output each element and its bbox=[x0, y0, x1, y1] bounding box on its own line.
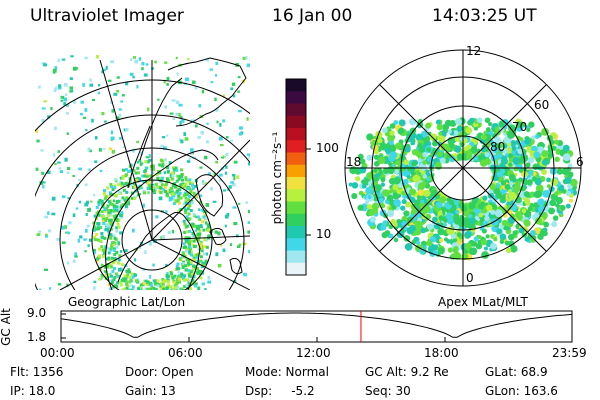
geographic-panel-label: Geographic Lat/Lon bbox=[68, 295, 186, 309]
colorbar-block bbox=[286, 128, 306, 141]
colorbar-tick-label-100: 100 bbox=[316, 141, 339, 155]
lon-line bbox=[99, 59, 153, 241]
colorbar-block bbox=[286, 201, 306, 215]
lon-line bbox=[151, 235, 250, 241]
alt-xtick-0000: 00:00 bbox=[40, 346, 75, 360]
instrument-title: Ultraviolet Imager bbox=[30, 6, 184, 26]
apex-panel-label: Apex MLat/MLT bbox=[438, 295, 528, 309]
colorbar-block bbox=[286, 213, 306, 227]
mlat-label-70: 70 bbox=[512, 120, 528, 134]
coastline bbox=[209, 227, 227, 245]
coastline bbox=[105, 149, 219, 290]
coastline bbox=[167, 57, 247, 127]
mlat-label-80: 80 bbox=[490, 140, 506, 154]
geo-latitude: GLat: 68.9 bbox=[485, 365, 548, 379]
mlat-label-60: 60 bbox=[534, 98, 550, 112]
mode-status: Mode: Normal bbox=[245, 365, 329, 379]
colorbar-unit-label: photon cm⁻²s⁻¹ bbox=[270, 131, 284, 225]
alt-xtick-1200: 12:00 bbox=[296, 346, 331, 360]
coastline bbox=[127, 125, 151, 189]
coastline bbox=[139, 77, 183, 161]
sequence-number: Seq: 30 bbox=[365, 384, 411, 398]
gc-altitude: GC Alt: 9.2 Re bbox=[365, 365, 449, 379]
mlt-line-diag bbox=[379, 84, 547, 252]
altitude-curve bbox=[60, 312, 573, 338]
colorbar-block bbox=[286, 103, 306, 117]
colorbar-block bbox=[286, 140, 306, 153]
dsp-value: Dsp: -5.2 bbox=[245, 384, 315, 398]
colorbar-block bbox=[286, 152, 306, 166]
gain-value: Gain: 13 bbox=[125, 384, 176, 398]
colorbar-block bbox=[286, 250, 306, 264]
lon-line bbox=[151, 239, 250, 290]
lon-line bbox=[151, 139, 250, 241]
mlt-label-18: 18 bbox=[346, 155, 362, 169]
alt-ytick-1.8: 1.8 bbox=[27, 330, 47, 344]
mlt-label-6: 6 bbox=[576, 155, 584, 169]
colorbar-block bbox=[286, 238, 306, 251]
mlt-label-12: 12 bbox=[466, 44, 482, 58]
colorbar-block bbox=[286, 262, 306, 276]
altitude-ylabel: GC Alt bbox=[0, 308, 13, 346]
geographic-emission-image bbox=[35, 55, 250, 290]
colorbar bbox=[286, 79, 306, 276]
alt-xtick-0600: 06:00 bbox=[168, 346, 203, 360]
colorbar-block bbox=[286, 91, 306, 104]
colorbar-block bbox=[286, 164, 306, 178]
alt-xtick-2359: 23:59 bbox=[552, 346, 587, 360]
coastline bbox=[195, 174, 224, 217]
colorbar-block bbox=[286, 177, 306, 190]
mlt-label-0: 0 bbox=[466, 271, 474, 285]
colorbar-block bbox=[286, 115, 306, 129]
date-label: 16 Jan 00 bbox=[272, 6, 353, 26]
door-status: Door: Open bbox=[125, 365, 194, 379]
colorbar-frame bbox=[285, 78, 307, 276]
ip-value: IP: 18.0 bbox=[10, 384, 56, 398]
geo-longitude: GLon: 163.6 bbox=[485, 384, 558, 398]
colorbar-block bbox=[286, 189, 306, 202]
alt-xtick-1800: 18:00 bbox=[424, 346, 459, 360]
colorbar-block bbox=[286, 226, 306, 239]
flight-number: Flt: 1356 bbox=[10, 365, 64, 379]
alt-ytick-9: 9.0 bbox=[27, 306, 47, 320]
colorbar-tick-label-10: 10 bbox=[316, 227, 332, 241]
colorbar-block bbox=[286, 79, 306, 92]
coastline bbox=[229, 257, 243, 275]
coastline bbox=[117, 211, 201, 290]
time-label: 14:03:25 UT bbox=[432, 6, 537, 26]
